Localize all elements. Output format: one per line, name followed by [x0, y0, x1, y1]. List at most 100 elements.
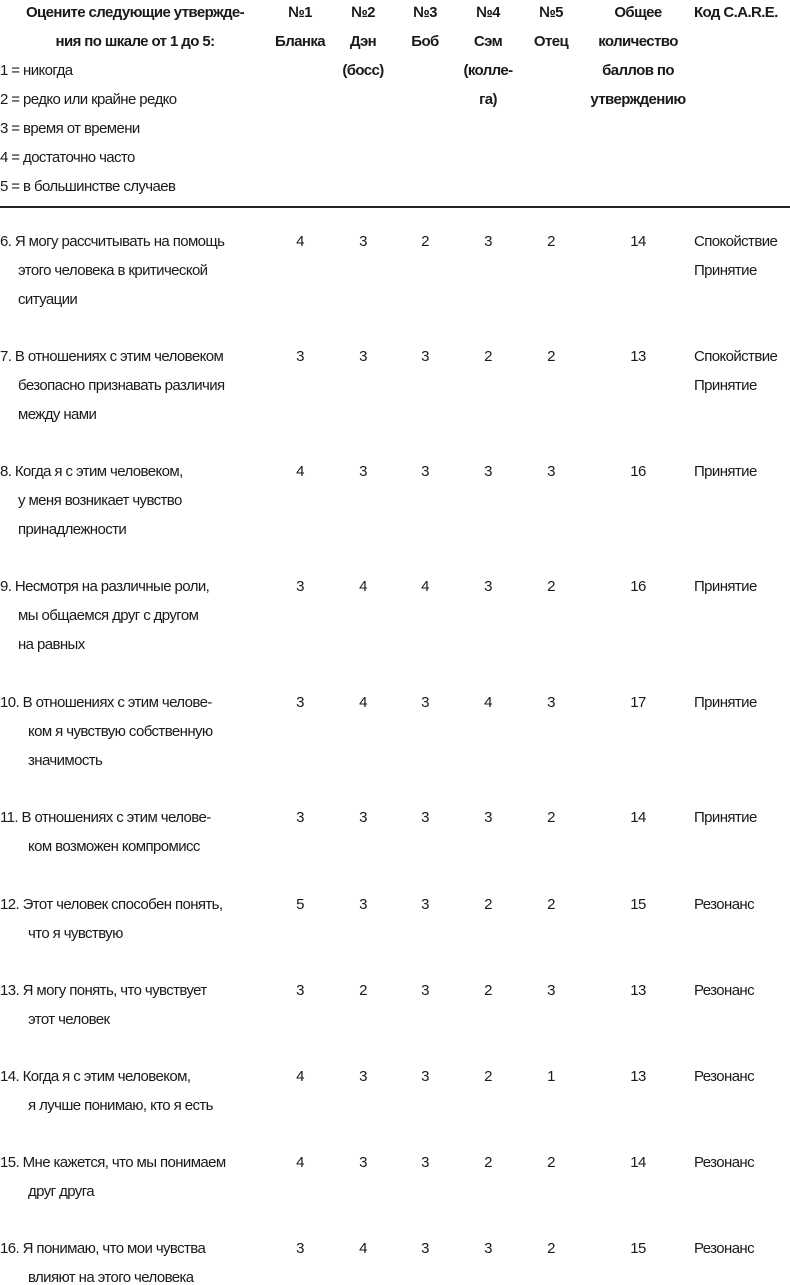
- score-cell: 4: [296, 1154, 304, 1171]
- statement: 13. Я могу понять, что чувствует этот чел…: [0, 976, 207, 1034]
- score-cell: 2: [547, 1154, 555, 1171]
- statement-line: между нами: [18, 406, 97, 423]
- score-cell: 2: [547, 578, 555, 595]
- score-cell: 3: [421, 896, 429, 913]
- care-code-line: Принятие: [694, 578, 757, 595]
- total-cell: 13: [630, 348, 646, 365]
- column-header-line: баллов по: [602, 62, 674, 79]
- score-cell: 2: [484, 982, 492, 999]
- care-code-line: Резонанс: [694, 1240, 755, 1257]
- statement: 7. В отношениях с этим человеком безопасн…: [0, 342, 225, 429]
- care-code: Принятие: [694, 688, 757, 717]
- statement-line: 6. Я могу рассчитывать на помощь: [0, 233, 225, 250]
- statement-line: на равных: [18, 636, 85, 653]
- column-header-line: №5: [539, 4, 563, 21]
- statement-line: принадлежности: [18, 521, 127, 538]
- statement: 6. Я могу рассчитывать на помощь этого че…: [0, 227, 225, 314]
- column-header-line: Бланка: [275, 33, 326, 50]
- care-code-line: Спокойствие: [694, 233, 778, 250]
- score-cell: 3: [484, 463, 492, 480]
- column-header: №2 Дэн (босс): [333, 0, 393, 85]
- score-cell: 3: [421, 1068, 429, 1085]
- instruction-line: Оцените следующие утвержде-: [25, 4, 245, 21]
- rating-scale: 1 = никогда 2 = редко или крайне редко 3 =…: [0, 56, 177, 201]
- care-code: Принятие: [694, 803, 757, 832]
- score-cell: 3: [484, 578, 492, 595]
- score-cell: 1: [547, 1068, 555, 1085]
- statement-line: 10. В отношениях с этим челове-: [0, 694, 212, 711]
- care-code-line: Спокойствие: [694, 348, 778, 365]
- total-cell: 14: [630, 1154, 646, 1171]
- score-cell: 3: [359, 809, 367, 826]
- statement-line: друг друга: [28, 1183, 95, 1200]
- statement: 12. Этот человек способен понять, что я ч…: [0, 890, 223, 948]
- header-divider: [0, 206, 790, 208]
- score-cell: 3: [421, 1154, 429, 1171]
- column-header-line: га): [479, 91, 497, 108]
- column-header-line: №4: [476, 4, 500, 21]
- statement-line: влияют на этого человека: [28, 1269, 194, 1285]
- score-cell: 2: [421, 233, 429, 250]
- total-cell: 13: [630, 982, 646, 999]
- score-cell: 3: [296, 1240, 304, 1257]
- column-header: №5 Отец: [521, 0, 581, 56]
- column-header: №4 Сэм (колле-га): [458, 0, 518, 114]
- statement-line: 11. В отношениях с этим челове-: [0, 809, 211, 826]
- score-cell: 4: [296, 1068, 304, 1085]
- care-code: Принятие: [694, 572, 757, 601]
- statement: 14. Когда я с этим человеком, я лучше пон…: [0, 1062, 213, 1120]
- statement-line: у меня возникает чувство: [18, 492, 182, 509]
- statement-line: 12. Этот человек способен понять,: [0, 896, 223, 913]
- column-header-line: количество: [598, 33, 678, 50]
- score-cell: 3: [421, 982, 429, 999]
- care-code-line: Принятие: [694, 809, 757, 826]
- score-cell: 2: [547, 348, 555, 365]
- score-cell: 3: [296, 578, 304, 595]
- care-code-line: Принятие: [694, 262, 757, 279]
- score-cell: 4: [359, 578, 367, 595]
- statement-line: 9. Несмотря на различные роли,: [0, 578, 210, 595]
- column-header-line: Дэн: [349, 33, 377, 50]
- statement-line: этого человека в критической: [18, 262, 208, 279]
- care-code: Принятие: [694, 457, 757, 486]
- column-header-line: Общее: [614, 4, 662, 21]
- care-code: Резонанс: [694, 1234, 755, 1263]
- score-cell: 2: [359, 982, 367, 999]
- score-cell: 3: [296, 348, 304, 365]
- score-cell: 4: [359, 1240, 367, 1257]
- score-cell: 3: [296, 694, 304, 711]
- total-cell: 15: [630, 1240, 646, 1257]
- statement: 15. Мне кажется, что мы понимаем друг дру…: [0, 1148, 226, 1206]
- score-cell: 2: [547, 1240, 555, 1257]
- column-header-line: №2: [351, 4, 375, 21]
- score-cell: 4: [296, 463, 304, 480]
- statement-line: 7. В отношениях с этим человеком: [0, 348, 224, 365]
- statement-line: что я чувствую: [28, 925, 123, 942]
- care-code: Резонанс: [694, 976, 755, 1005]
- statement: 9. Несмотря на различные роли, мы общаемс…: [0, 572, 210, 659]
- score-cell: 4: [484, 694, 492, 711]
- scale-item: 1 = никогда: [0, 62, 73, 79]
- score-cell: 2: [547, 896, 555, 913]
- score-cell: 3: [421, 348, 429, 365]
- scale-item: 5 = в большинстве случаев: [0, 178, 176, 195]
- statement-line: этот человек: [28, 1011, 110, 1028]
- scale-item: 2 = редко или крайне редко: [0, 91, 177, 108]
- total-cell: 16: [630, 463, 646, 480]
- statement-line: 13. Я могу понять, что чувствует: [0, 982, 207, 999]
- statement: 11. В отношениях с этим челове-ком возмо…: [0, 803, 211, 861]
- care-code-line: Принятие: [694, 463, 757, 480]
- score-cell: 4: [296, 233, 304, 250]
- score-cell: 2: [547, 233, 555, 250]
- column-header-line: №1: [288, 4, 312, 21]
- care-code: Спокойствие Принятие: [694, 227, 778, 285]
- statement-line: я лучше понимаю, кто я есть: [28, 1097, 213, 1114]
- score-cell: 3: [359, 463, 367, 480]
- score-cell: 2: [547, 809, 555, 826]
- score-cell: 3: [421, 809, 429, 826]
- score-cell: 2: [484, 1154, 492, 1171]
- total-cell: 14: [630, 233, 646, 250]
- statement: 10. В отношениях с этим челове-ком я чув…: [0, 688, 213, 775]
- total-cell: 16: [630, 578, 646, 595]
